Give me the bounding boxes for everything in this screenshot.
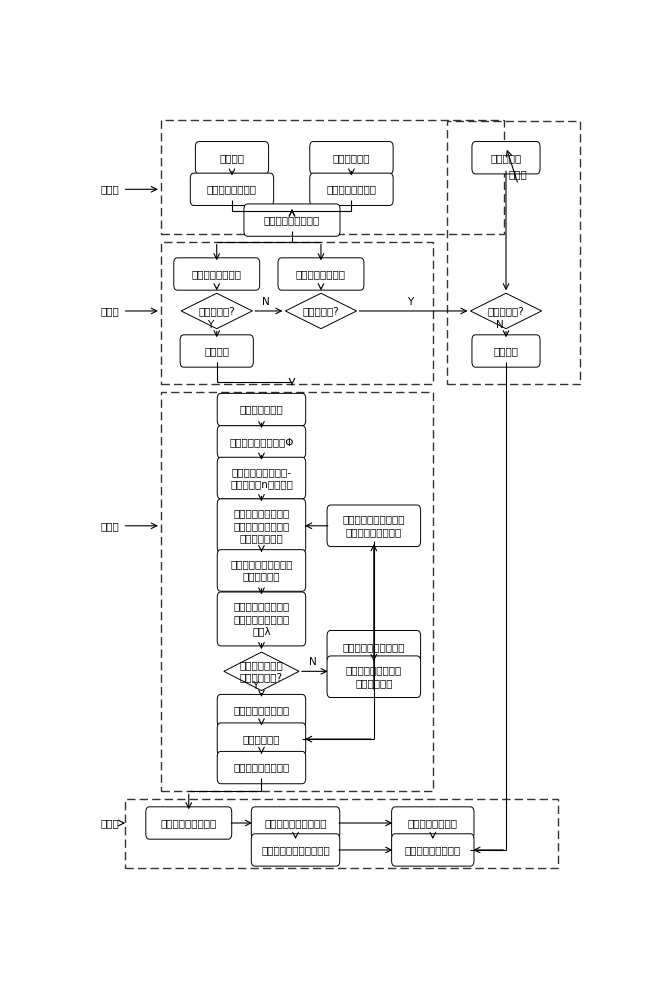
Text: 确定调整因素最优解: 确定调整因素最优解 xyxy=(405,845,461,855)
Text: 稳定因素: 稳定因素 xyxy=(204,346,229,356)
Text: 步骤一: 步骤一 xyxy=(100,184,119,194)
FancyBboxPatch shape xyxy=(392,807,474,839)
Text: 导入采样点数据: 导入采样点数据 xyxy=(239,405,283,415)
FancyBboxPatch shape xyxy=(217,393,306,426)
Text: 灵敏度显著?: 灵敏度显著? xyxy=(302,306,339,316)
Text: 交互性显著?: 交互性显著? xyxy=(487,306,524,316)
Bar xyxy=(161,120,504,234)
Text: Y: Y xyxy=(207,320,213,330)
FancyBboxPatch shape xyxy=(190,173,274,205)
FancyBboxPatch shape xyxy=(251,834,340,866)
Text: 建立线性回归模型: 建立线性回归模型 xyxy=(408,818,458,828)
Bar xyxy=(161,392,433,791)
Text: 步骤二: 步骤二 xyxy=(100,306,119,316)
Text: 输入参数: 输入参数 xyxy=(220,153,245,163)
Text: 建立全局稳健性参数
优化目标函数: 建立全局稳健性参数 优化目标函数 xyxy=(346,666,402,688)
FancyBboxPatch shape xyxy=(217,457,306,499)
Bar xyxy=(447,121,580,384)
FancyBboxPatch shape xyxy=(217,694,306,727)
Text: 以抑制质量波动为目标: 以抑制质量波动为目标 xyxy=(342,642,405,652)
FancyBboxPatch shape xyxy=(146,807,232,839)
Text: N: N xyxy=(310,657,318,667)
FancyBboxPatch shape xyxy=(217,751,306,784)
Polygon shape xyxy=(470,293,542,329)
Text: 选取该列向量对应的径
向基函数中心: 选取该列向量对应的径 向基函数中心 xyxy=(230,559,293,582)
FancyBboxPatch shape xyxy=(174,258,260,290)
Polygon shape xyxy=(181,293,253,329)
FancyBboxPatch shape xyxy=(392,834,474,866)
FancyBboxPatch shape xyxy=(217,723,306,755)
Polygon shape xyxy=(224,652,299,691)
Text: 计算输出特性偏移量: 计算输出特性偏移量 xyxy=(161,818,217,828)
Text: N: N xyxy=(262,297,270,307)
Bar xyxy=(125,799,558,868)
FancyBboxPatch shape xyxy=(278,258,364,290)
Text: 步骤五: 步骤五 xyxy=(100,818,119,828)
FancyBboxPatch shape xyxy=(472,335,540,367)
FancyBboxPatch shape xyxy=(217,550,306,591)
FancyBboxPatch shape xyxy=(244,204,340,236)
FancyBboxPatch shape xyxy=(251,807,340,839)
Text: 信噪比显著?: 信噪比显著? xyxy=(198,306,235,316)
Text: Y: Y xyxy=(407,297,413,307)
Text: 对输出矩阵进行正交-
三角分解得n个列向量: 对输出矩阵进行正交- 三角分解得n个列向量 xyxy=(230,467,293,489)
Text: 建立径向基函数模型: 建立径向基函数模型 xyxy=(234,706,289,716)
FancyBboxPatch shape xyxy=(180,335,253,367)
Text: 灵敏度显著性分析: 灵敏度显著性分析 xyxy=(296,269,346,279)
FancyBboxPatch shape xyxy=(472,142,540,174)
FancyBboxPatch shape xyxy=(327,656,420,698)
Text: 制定误差因素外表: 制定误差因素外表 xyxy=(327,184,377,194)
Text: 制定可控因素内表: 制定可控因素内表 xyxy=(207,184,257,194)
Text: 步骤三: 步骤三 xyxy=(509,169,527,179)
Text: 不确定性因素: 不确定性因素 xyxy=(333,153,370,163)
Text: 步骤四: 步骤四 xyxy=(100,521,119,531)
Text: 全局寻优算法: 全局寻优算法 xyxy=(243,734,280,744)
Text: N: N xyxy=(495,320,503,330)
FancyBboxPatch shape xyxy=(327,631,420,663)
Text: 确定稳定因素最优解: 确定稳定因素最优解 xyxy=(234,763,289,773)
FancyBboxPatch shape xyxy=(327,505,420,547)
Text: 信噪比显著性分析: 信噪比显著性分析 xyxy=(192,269,241,279)
Text: 建立偏移量补偿目标函数: 建立偏移量补偿目标函数 xyxy=(261,845,330,855)
FancyBboxPatch shape xyxy=(310,173,393,205)
Text: 以补偿输出偏差为目标: 以补偿输出偏差为目标 xyxy=(264,818,327,828)
FancyBboxPatch shape xyxy=(310,142,393,174)
Text: 径向基函数模型
误差满足要求?: 径向基函数模型 误差满足要求? xyxy=(239,660,283,683)
FancyBboxPatch shape xyxy=(195,142,268,174)
FancyBboxPatch shape xyxy=(217,426,306,458)
FancyBboxPatch shape xyxy=(217,592,306,646)
FancyBboxPatch shape xyxy=(217,499,306,553)
Text: 将剩余列向量正交化使
其与选取的向量正交: 将剩余列向量正交化使 其与选取的向量正交 xyxy=(342,515,405,537)
Text: 计算采样点输出矩阵Φ: 计算采样点输出矩阵Φ xyxy=(229,437,294,447)
Text: 内外表正交试验设计: 内外表正交试验设计 xyxy=(264,215,320,225)
Bar xyxy=(161,242,433,384)
Text: 根据采样点误差贡献
率计算公式筛选贡献
率最高的列向量: 根据采样点误差贡献 率计算公式筛选贡献 率最高的列向量 xyxy=(234,508,289,543)
Text: 调整因素: 调整因素 xyxy=(493,346,518,356)
Text: Y: Y xyxy=(252,681,258,691)
Text: 根据径向基函数中心
确定宽度并计算节点
权值λ: 根据径向基函数中心 确定宽度并计算节点 权值λ xyxy=(234,602,289,636)
Polygon shape xyxy=(285,293,357,329)
Text: 交互性分析: 交互性分析 xyxy=(491,153,522,163)
